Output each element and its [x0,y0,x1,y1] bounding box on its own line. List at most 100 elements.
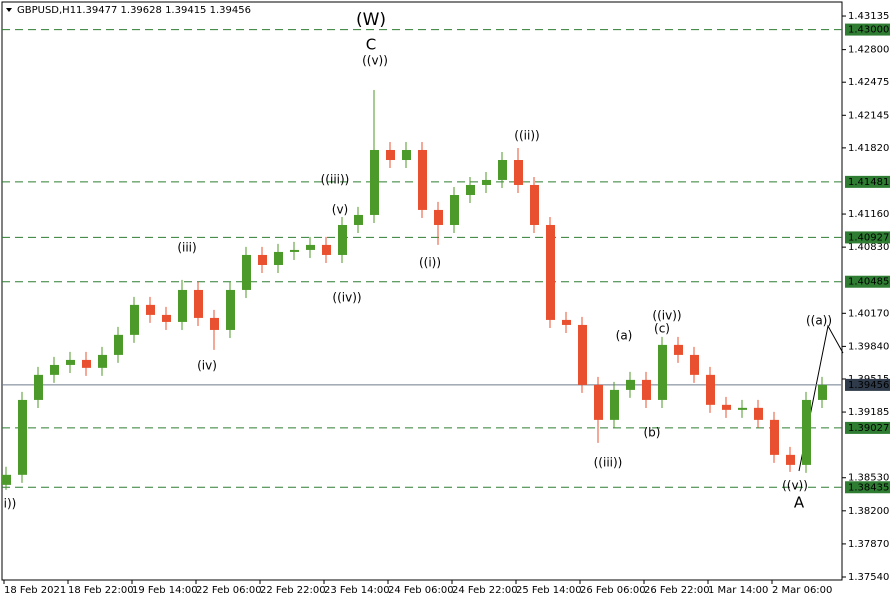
candle-body [610,389,619,420]
x-tick-label: 18 Feb 22:00 [68,585,134,596]
y-tick-label: 1.41160 [848,209,889,220]
candle-body [114,334,123,355]
candle-body [562,319,571,325]
level-label: 1.40927 [848,232,889,243]
last-price-box [845,378,890,391]
candle-body [626,379,635,390]
wave-label: (iv) [197,359,217,373]
x-tick-label: 22 Feb 22:00 [260,585,326,596]
level-label: 1.39027 [848,423,889,434]
wave-label: (iii) [177,241,196,255]
candle-body [658,344,667,400]
y-tick-label: 1.37540 [848,572,889,583]
wave-label: ((iv)) [332,291,361,305]
x-tick-label: 24 Feb 06:00 [388,585,454,596]
candle-body [322,244,331,255]
wave-label: (a) [616,329,633,343]
x-tick-label: 22 Feb 06:00 [196,585,262,596]
level-label: 1.38435 [848,482,889,493]
candle-body [2,474,11,485]
wave-label: ((v)) [782,479,808,493]
candle-body [274,251,283,265]
level-label-box [845,23,890,36]
candle-body [690,354,699,375]
candle-body [178,289,187,322]
wave-label: ((i)) [419,256,441,270]
wave-label: ((v)) [362,54,388,68]
level-label: 1.40485 [848,277,889,288]
candle-body [402,149,411,161]
wave-label: ((a)) [806,314,832,328]
y-tick-label: 1.39185 [848,407,889,418]
level-label-box [845,421,890,434]
x-tick-label: 24 Feb 22:00 [452,585,518,596]
candle-body [450,195,459,225]
candle-body [418,149,427,210]
last-price-label: 1.39456 [848,380,889,391]
candle-body [66,359,75,365]
y-tick-label: 1.42145 [848,110,889,121]
candle-body [770,419,779,455]
y-tick-label: 1.42800 [848,45,889,56]
y-tick-label: 1.39840 [848,341,889,352]
candle-body [338,224,347,255]
level-label-box [845,481,890,494]
candle-body [98,354,107,368]
candle-body [642,379,651,400]
y-tick-label: 1.38200 [848,506,889,517]
candle-body [258,254,267,265]
candle-body [242,254,251,290]
candle-body [162,314,171,322]
y-tick-label: 1.41820 [848,143,889,154]
wave-label: ((iii)) [594,456,623,470]
quote: 1.39477 1.39628 1.39415 1.39456 [76,5,251,16]
chart-title: GBPUSD,H1 [17,5,76,16]
wave-label: ((ii)) [514,129,539,143]
candle-body [34,374,43,400]
y-tick-label: 1.40170 [848,308,889,319]
candle-body [146,304,155,315]
candle-body [82,359,91,368]
candle-body [530,184,539,225]
y-tick-label: 1.43135 [848,11,889,22]
candle-body [194,289,203,318]
x-tick-label: 26 Feb 06:00 [580,585,646,596]
x-tick-label: 26 Feb 22:00 [644,585,710,596]
level-label-box [845,175,890,188]
x-tick-label: 23 Feb 14:00 [324,585,390,596]
candle-body [466,184,475,196]
candle-body [130,304,139,335]
x-tick-label: 1 Mar 14:00 [708,585,768,596]
candle-body [674,344,683,355]
wave-label: i)) [4,497,17,511]
wave-label: (v) [332,203,348,217]
candle-body [786,454,795,465]
candle-body [818,384,827,400]
candle-body [226,289,235,330]
y-tick-label: 1.38530 [848,473,889,484]
plot-frame [1,1,843,581]
x-tick-label: 18 Feb 2021 [4,585,66,596]
x-tick-label: 2 Mar 06:00 [772,585,832,596]
level-label-box [845,231,890,244]
candle-body [210,317,219,330]
candle-body [578,324,587,385]
candle-body [306,244,315,250]
level-label: 1.41481 [848,177,889,188]
y-tick-label: 1.42475 [848,77,889,88]
level-label-box [845,275,890,288]
candle-body [594,384,603,420]
wave-label: ((iii)) [321,173,350,187]
candle-body [50,364,59,375]
x-tick-label: 25 Feb 14:00 [516,585,582,596]
candle-body [514,160,523,185]
candle-body [498,160,507,180]
candle-body [290,249,299,252]
wave-label: A [794,494,805,512]
candle-body [706,374,715,405]
level-label: 1.43000 [848,25,889,36]
candle-body [386,149,395,161]
candle-body [370,149,379,215]
candle-body [18,399,27,475]
